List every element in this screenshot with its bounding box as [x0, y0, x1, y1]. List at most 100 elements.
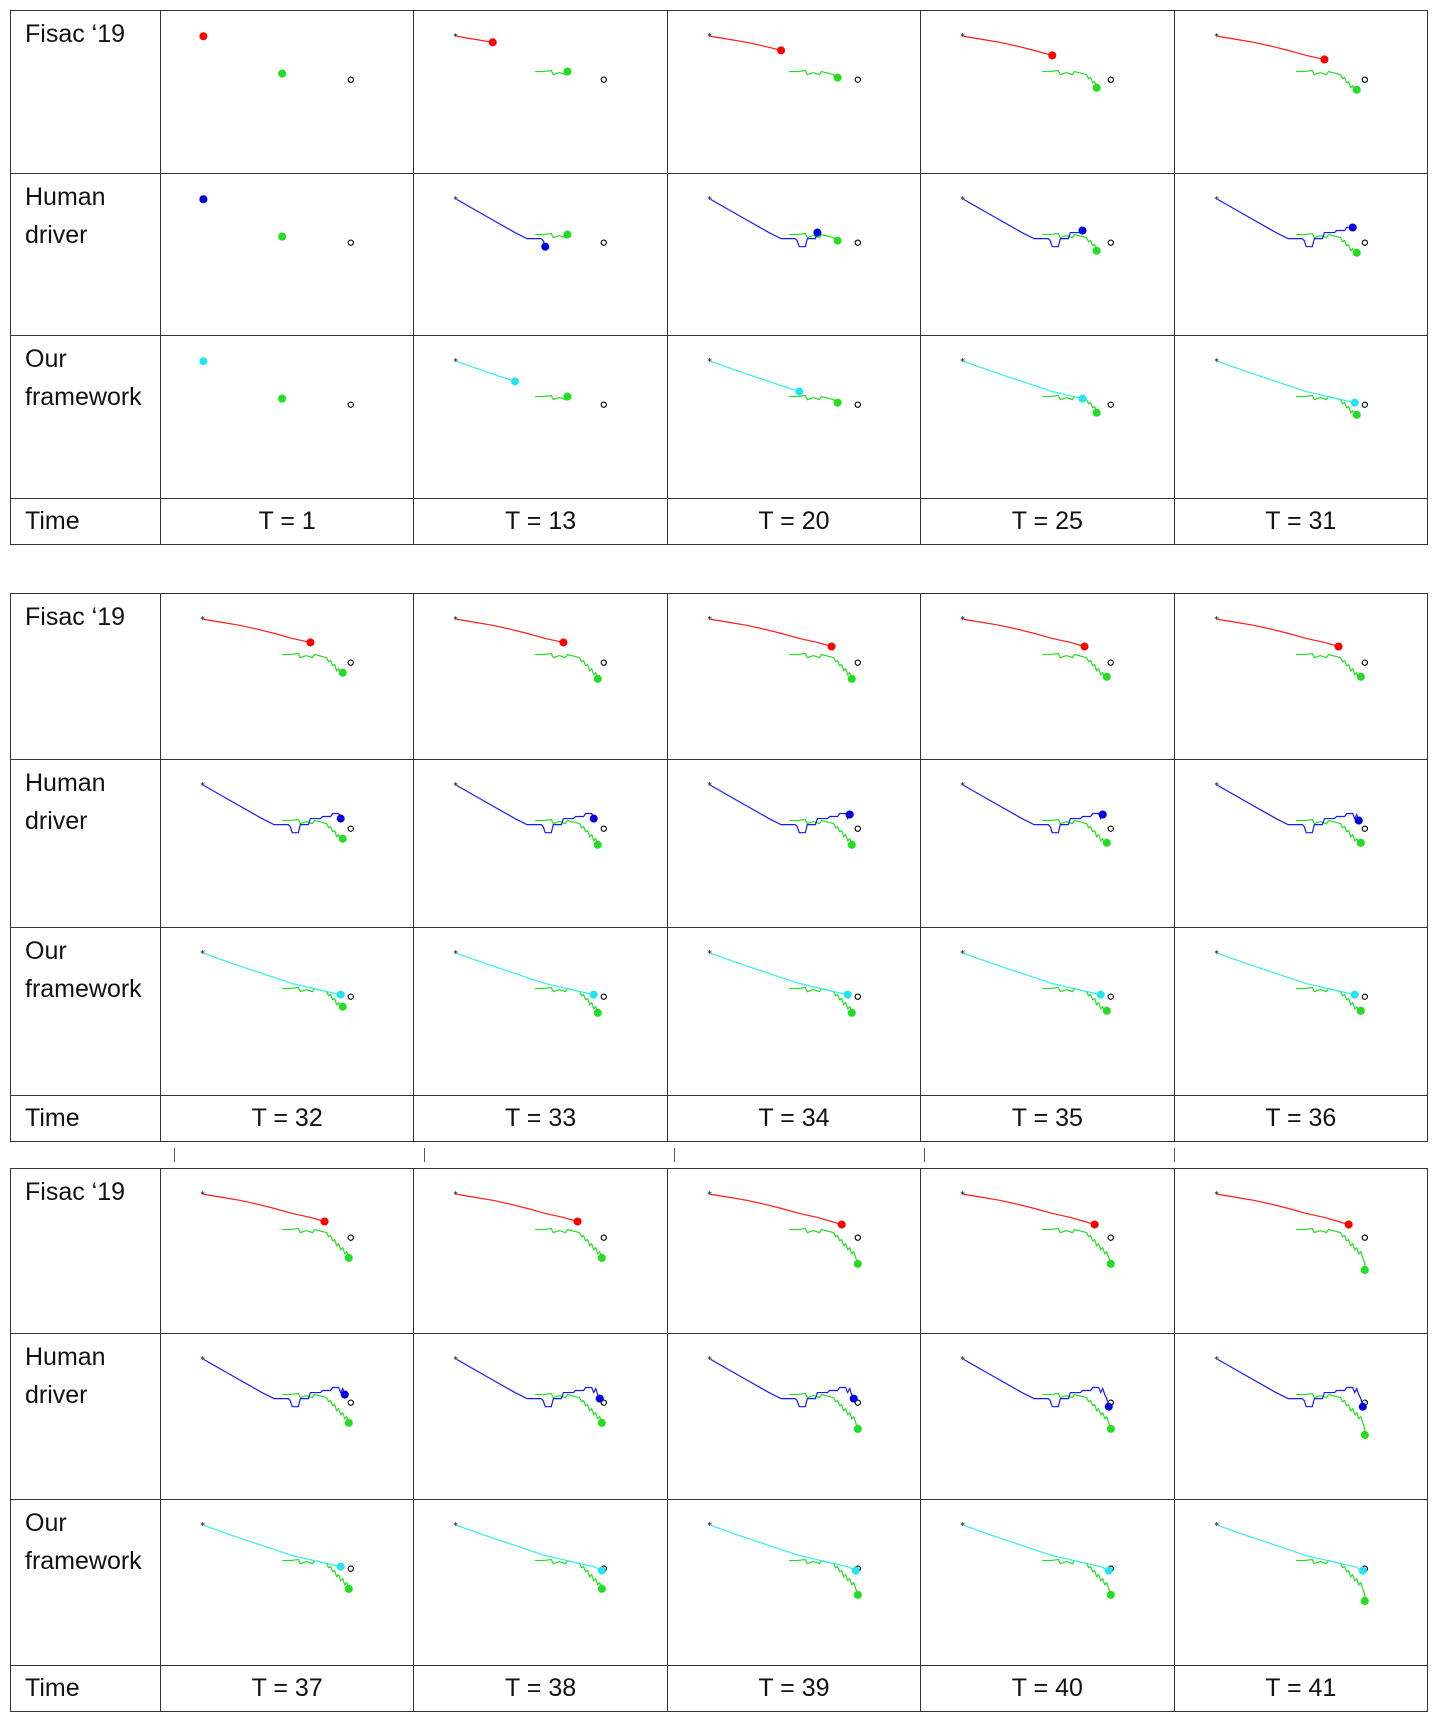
trajectory-panel: *: [200, 949, 354, 1011]
row-time: Time T = 1 T = 13 T = 20 T = 25 T = 31: [10, 497, 1429, 545]
ego-trajectory: [963, 360, 1083, 400]
goal-marker: [1107, 401, 1115, 408]
goal-marker: [854, 76, 861, 83]
time-label: T = 35: [920, 1095, 1175, 1142]
trajectory-panel: *: [1214, 781, 1368, 847]
start-marker: *: [707, 949, 712, 959]
ego-position: [837, 1220, 846, 1229]
panel: *: [666, 593, 922, 760]
ego-position: [827, 642, 836, 651]
panel: *: [159, 1168, 415, 1334]
start-marker: *: [1214, 32, 1219, 42]
ego-trajectory: [456, 198, 547, 247]
panel: [159, 335, 415, 499]
ego-position: [1344, 1220, 1353, 1229]
divider: [174, 1148, 175, 1162]
row-human: Human driver * * * * *: [10, 759, 1429, 928]
trajectory-panel: *: [707, 357, 861, 408]
panel: *: [413, 10, 668, 174]
time-label: T = 34: [666, 1095, 922, 1142]
ego-position: [1348, 223, 1357, 232]
panel: *: [159, 759, 415, 928]
start-marker: *: [961, 357, 966, 367]
other-vehicle-trajectory: [1042, 69, 1098, 88]
ego-position: [1350, 990, 1359, 999]
ego-trajectory: [963, 1193, 1095, 1226]
panel: *: [666, 172, 922, 337]
ego-position: [1358, 1566, 1367, 1575]
panel: *: [1173, 172, 1429, 337]
other-vehicle-position: [1106, 1424, 1116, 1433]
panel: *: [1173, 335, 1429, 499]
row-label-time: Time: [10, 1665, 161, 1712]
ego-trajectory: [1216, 198, 1353, 247]
ego-position: [1358, 1402, 1367, 1411]
other-vehicle-trajectory: [1042, 232, 1098, 251]
other-vehicle-trajectory: [788, 652, 853, 679]
other-vehicle-trajectory: [535, 1227, 603, 1259]
row-fisac: Fisac ‘19 * * * * *: [10, 593, 1429, 760]
goal-marker: [1361, 401, 1368, 408]
trajectory-panel: *: [454, 781, 608, 849]
other-vehicle-trajectory: [282, 986, 344, 1010]
ego-trajectory: [710, 35, 781, 51]
panel: *: [920, 927, 1175, 1096]
other-vehicle-trajectory: [535, 394, 569, 401]
ego-position: [851, 1566, 860, 1575]
other-vehicle-position: [1092, 83, 1101, 92]
panel: *: [1173, 10, 1429, 174]
trajectory-panel: *: [454, 615, 608, 683]
other-vehicle-position: [853, 1424, 862, 1433]
ego-position: [1078, 226, 1087, 235]
row-ours: Our framework * * * * *: [10, 1499, 1429, 1666]
other-vehicle-trajectory: [535, 652, 599, 679]
other-vehicle-position: [338, 668, 347, 677]
other-vehicle-trajectory: [1042, 394, 1098, 414]
other-vehicle-position: [344, 1418, 353, 1427]
goal-marker: [1107, 659, 1115, 666]
trajectory-panel: *: [454, 1521, 608, 1593]
ego-trajectory: [963, 618, 1085, 648]
ego-position: [1098, 810, 1107, 819]
results-table-block-3: Fisac ‘19 * * * * * Human driver * * * * * Our f…: [10, 1168, 1429, 1712]
other-vehicle-position: [344, 1584, 353, 1593]
ego-position: [845, 810, 854, 819]
other-vehicle-position: [853, 1590, 862, 1599]
goal-marker: [347, 993, 354, 1000]
goal-marker: [1107, 76, 1115, 83]
trajectory-panel: *: [454, 195, 608, 251]
start-marker: *: [707, 1521, 712, 1531]
other-vehicle-trajectory: [282, 1392, 350, 1424]
ego-trajectory: [203, 784, 342, 834]
divider: [924, 1148, 925, 1162]
ego-trajectory: [456, 618, 564, 644]
goal-marker: [601, 76, 608, 83]
start-marker: *: [454, 781, 459, 791]
other-vehicle-position: [1360, 1265, 1369, 1275]
other-vehicle-position: [1360, 1596, 1369, 1606]
trajectory-panel: *: [961, 1521, 1116, 1599]
panel: *: [159, 927, 415, 1096]
ego-position: [1104, 1566, 1113, 1575]
trajectory-panel: *: [961, 357, 1115, 417]
ego-position: [813, 228, 822, 237]
other-vehicle-trajectory: [1042, 1392, 1112, 1430]
other-vehicle-trajectory: [535, 986, 599, 1013]
other-vehicle-trajectory: [535, 69, 569, 76]
ego-trajectory: [963, 35, 1053, 57]
trajectory-panel: *: [200, 1190, 354, 1262]
other-vehicle-trajectory: [282, 1227, 350, 1259]
other-vehicle-position: [563, 230, 572, 239]
trajectory-panel: *: [454, 357, 608, 408]
goal-marker: [347, 401, 354, 408]
start-marker: *: [1214, 781, 1219, 791]
other-vehicle-position: [1360, 1430, 1369, 1440]
ego-position: [843, 990, 852, 999]
start-marker: *: [707, 195, 712, 205]
start-marker: *: [200, 1355, 205, 1365]
trajectory-panel: *: [961, 1355, 1116, 1433]
time-label: T = 32: [159, 1095, 415, 1142]
goal-marker: [1107, 993, 1115, 1000]
time-label: T = 31: [1173, 497, 1429, 545]
other-vehicle-trajectory: [1295, 395, 1357, 418]
